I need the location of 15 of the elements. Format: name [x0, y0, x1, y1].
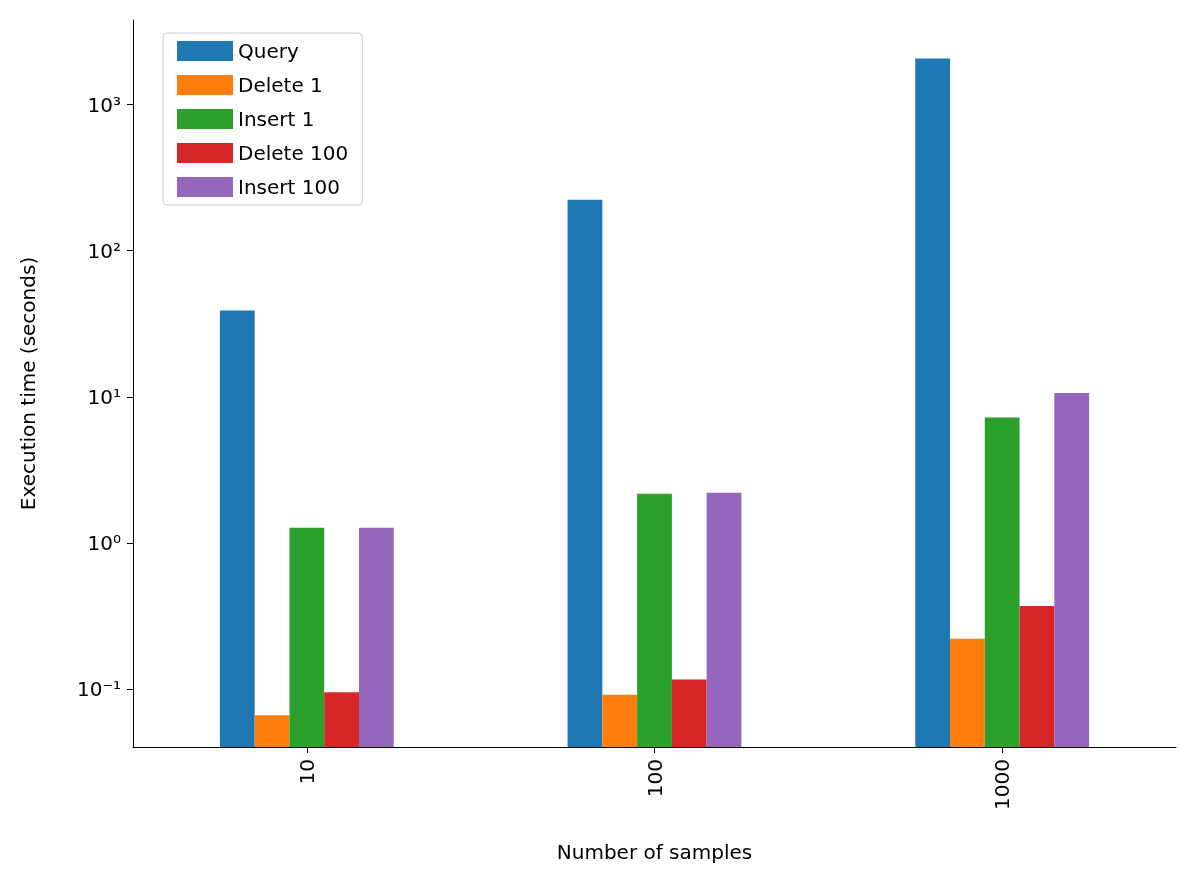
y-tick-label: 10³ — [87, 92, 121, 117]
legend-label: Insert 100 — [238, 175, 340, 199]
y-tick-label: 10¹ — [87, 384, 121, 409]
legend-label: Query — [238, 39, 299, 63]
y-tick-label: 10⁻¹ — [76, 676, 121, 701]
x-axis-title: Number of samples — [556, 840, 753, 864]
legend-label: Delete 1 — [238, 73, 323, 97]
y-tick-label: 10⁰ — [87, 530, 121, 555]
legend-label: Delete 100 — [238, 141, 349, 165]
x-tick-label: 100 — [642, 759, 667, 798]
y-tick-label: 10² — [87, 238, 121, 263]
x-tick-label: 10 — [294, 759, 319, 785]
y-axis-title: Execution time (seconds) — [16, 256, 40, 511]
x-tick-label: 1000 — [990, 759, 1015, 810]
legend-label: Insert 1 — [238, 107, 315, 131]
